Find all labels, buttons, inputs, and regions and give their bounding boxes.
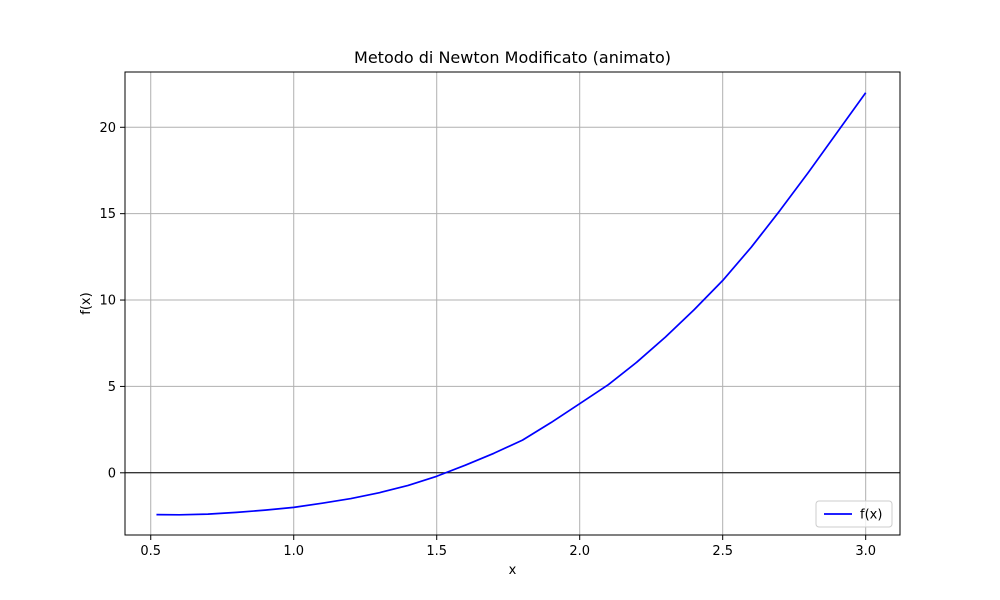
chart-title: Metodo di Newton Modificato (animato)	[354, 48, 671, 67]
y-axis-ticks: 0 5 10 15 20	[99, 121, 125, 481]
series-layer	[156, 92, 867, 516]
x-tick-label: 2.5	[712, 544, 733, 559]
legend-label-f-x: f(x)	[860, 508, 882, 523]
legend-box	[815, 500, 893, 528]
y-axis-label: f(x)	[79, 292, 94, 314]
x-axis-label: x	[509, 563, 517, 578]
x-tick-label: 0.5	[140, 544, 161, 559]
x-tick-label: 2.0	[569, 544, 590, 559]
y-tick-label: 5	[108, 380, 116, 395]
series-line-f-x	[156, 92, 867, 516]
legend: f(x)	[815, 500, 893, 528]
y-tick-label: 10	[99, 294, 116, 309]
x-tick-label: 1.0	[283, 544, 304, 559]
y-tick-label: 15	[99, 207, 116, 222]
plot-frame	[124, 71, 901, 536]
x-tick-label: 1.5	[426, 544, 447, 559]
x-axis-ticks: 0.5 1.0 1.5 2.0 2.5 3.0	[140, 535, 876, 559]
y-tick-label: 0	[108, 466, 116, 481]
y-tick-label: 20	[99, 121, 116, 136]
x-tick-label: 3.0	[855, 544, 876, 559]
